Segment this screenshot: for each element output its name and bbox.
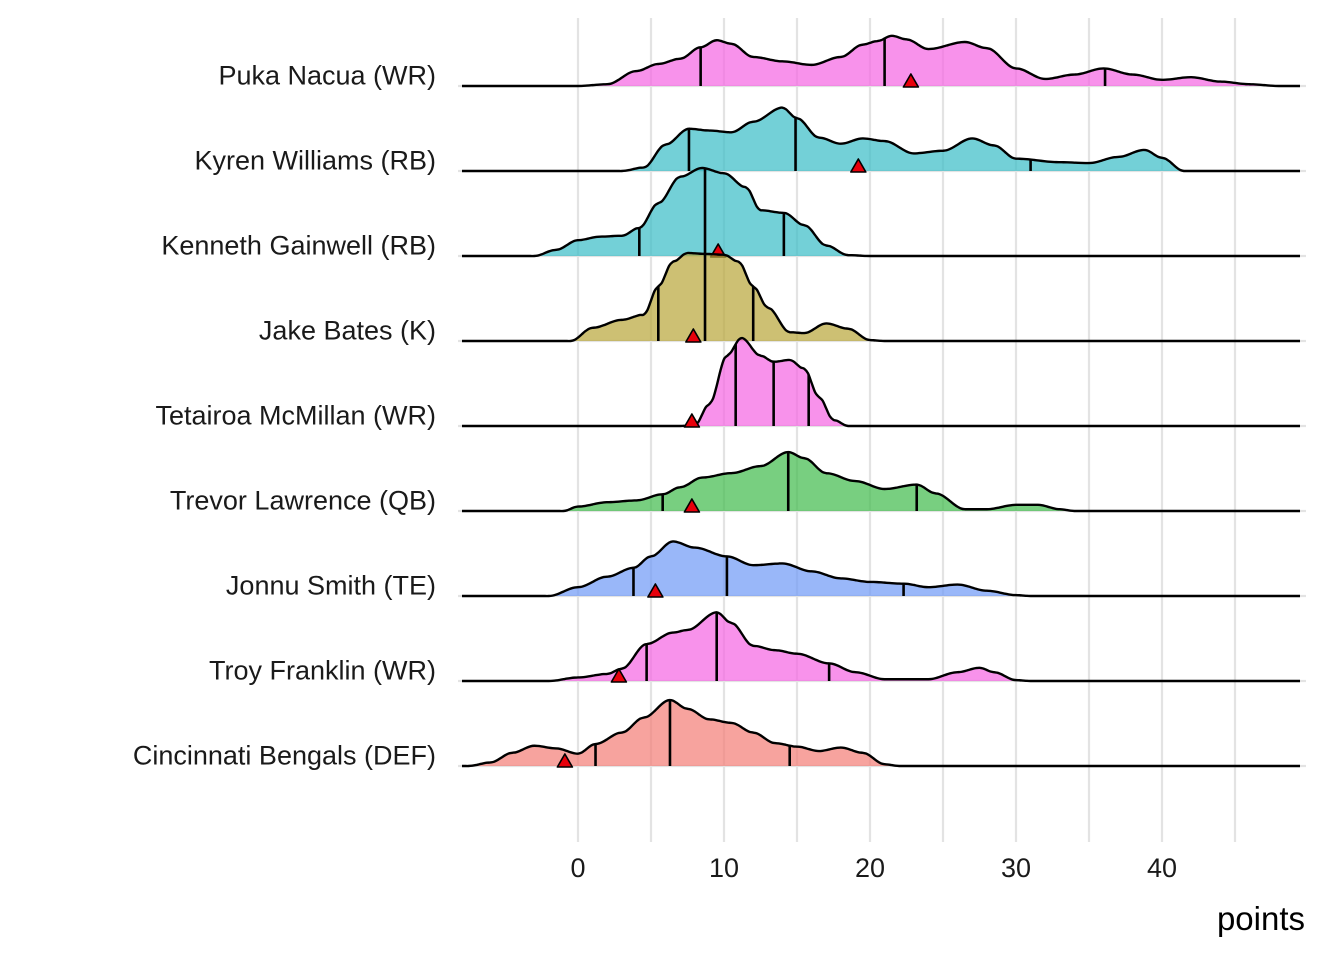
x-tick-label: 10 [709, 853, 739, 883]
x-axis-ticks: 0 10 20 30 40 [570, 853, 1177, 883]
y-axis-label: Jake Bates (K) [259, 316, 436, 346]
ridge-tetairoa-mcmillan-wr [458, 336, 1306, 428]
projection-marker [685, 328, 702, 343]
density-outline [461, 540, 1300, 598]
x-tick-label: 20 [855, 853, 885, 883]
density-outline [462, 450, 1300, 513]
density-area [462, 35, 1300, 87]
projection-marker [556, 753, 574, 768]
ridge-kyren-williams-rb [458, 106, 1306, 173]
density-outline [462, 336, 1300, 428]
y-axis-label: Cincinnati Bengals (DEF) [133, 741, 436, 771]
density-area [462, 612, 1300, 682]
y-axis-label: Trevor Lawrence (QB) [170, 486, 436, 516]
density-outline [461, 166, 1300, 258]
density-area [462, 107, 1300, 172]
ridge-trevor-lawrence-qb [458, 450, 1306, 513]
ridge-jake-bates-k [458, 251, 1306, 343]
y-axis-label: Kyren Williams (RB) [194, 146, 436, 176]
ridge-jonnu-smith-te [458, 540, 1306, 598]
ridge-cincinnati-bengals-def [458, 698, 1306, 768]
density-area [462, 252, 1300, 342]
y-axis-label: Tetairoa McMillan (WR) [155, 401, 436, 431]
ridges-layer [458, 34, 1306, 768]
projection-marker [683, 413, 701, 428]
density-area [462, 452, 1300, 512]
projection-marker [850, 158, 867, 173]
density-area [462, 338, 1300, 427]
density-area [462, 700, 1300, 767]
density-area [462, 541, 1300, 597]
y-axis-label: Puka Nacua (WR) [218, 61, 436, 91]
x-tick-label: 0 [570, 853, 585, 883]
x-tick-label: 40 [1147, 853, 1177, 883]
y-axis-label: Jonnu Smith (TE) [226, 571, 436, 601]
x-tick-label: 30 [1001, 853, 1031, 883]
ridge-puka-nacua-wr [458, 34, 1306, 88]
projection-marker [647, 583, 664, 598]
density-outline [461, 251, 1300, 343]
projection-marker [902, 73, 920, 88]
ridge-troy-franklin-wr [458, 611, 1306, 683]
x-axis-title: points [1217, 900, 1305, 937]
y-axis-label: Kenneth Gainwell (RB) [161, 231, 436, 261]
projection-marker [683, 498, 701, 513]
density-outline [461, 106, 1300, 173]
y-axis-label: Troy Franklin (WR) [209, 656, 436, 686]
ridge-kenneth-gainwell-rb [458, 166, 1306, 258]
projection-marker [610, 668, 628, 683]
density-outline [461, 611, 1300, 683]
density-outline [461, 34, 1300, 88]
density-outline [462, 698, 1300, 768]
y-axis-labels: Puka Nacua (WR) Kyren Williams (RB) Kennet… [133, 61, 436, 771]
density-area [462, 167, 1300, 257]
